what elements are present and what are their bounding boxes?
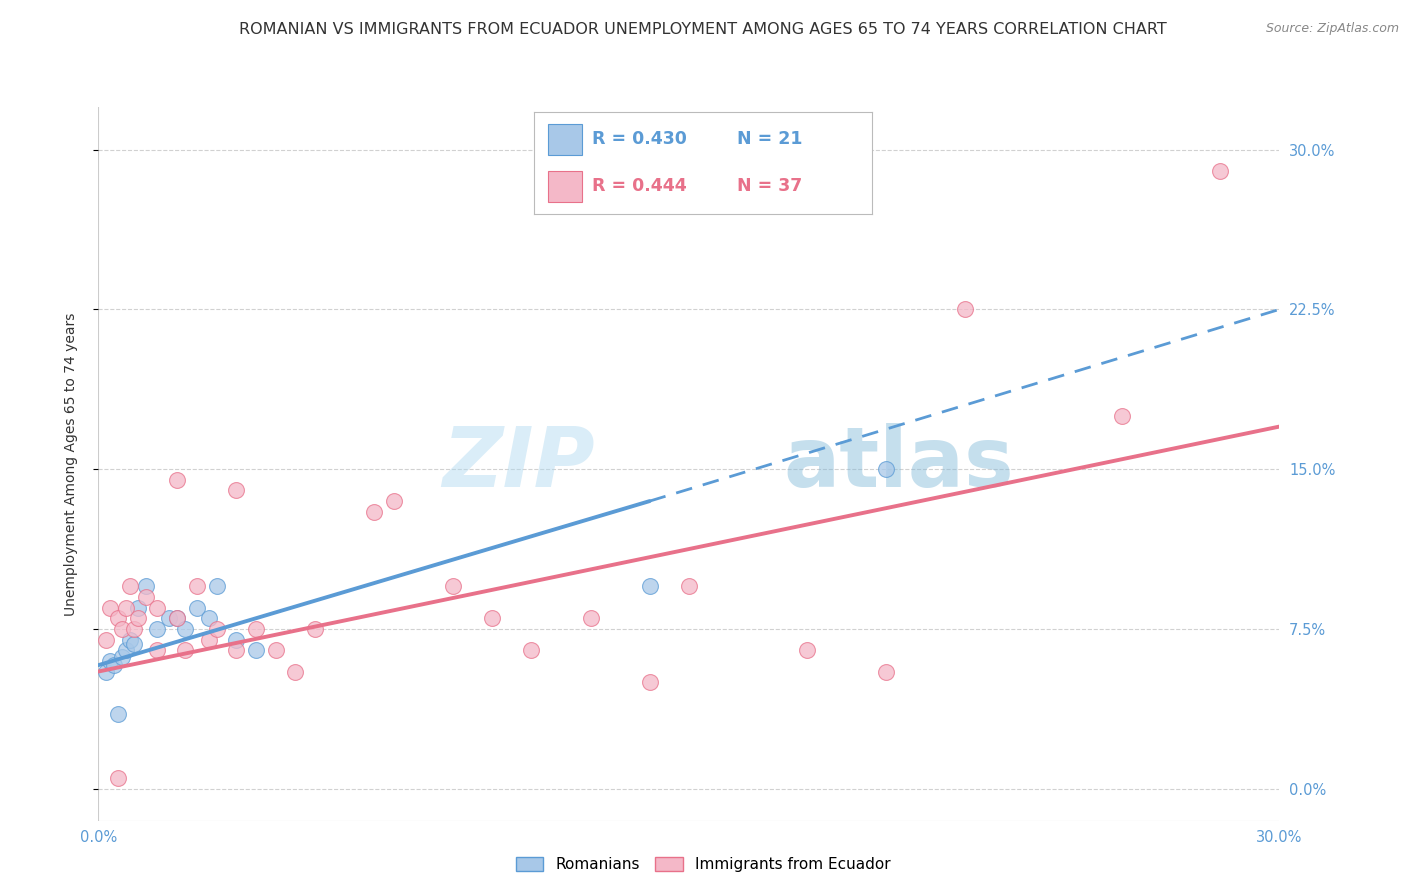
Point bbox=[103, 658, 125, 673]
Point bbox=[166, 611, 188, 625]
Text: N = 21: N = 21 bbox=[737, 130, 803, 148]
Point bbox=[481, 611, 503, 625]
Point bbox=[382, 494, 405, 508]
Point bbox=[98, 654, 121, 668]
Point bbox=[96, 632, 118, 647]
Point bbox=[304, 622, 326, 636]
Point bbox=[146, 600, 169, 615]
Point bbox=[96, 665, 118, 679]
Point bbox=[205, 579, 228, 593]
Point bbox=[107, 707, 129, 722]
FancyBboxPatch shape bbox=[548, 171, 582, 202]
Point bbox=[135, 590, 157, 604]
Point bbox=[107, 611, 129, 625]
Point bbox=[146, 643, 169, 657]
Point bbox=[197, 632, 219, 647]
Point bbox=[186, 579, 208, 593]
Text: Source: ZipAtlas.com: Source: ZipAtlas.com bbox=[1265, 22, 1399, 36]
Point bbox=[225, 643, 247, 657]
Point bbox=[875, 462, 897, 476]
Point bbox=[115, 643, 138, 657]
Text: ZIP: ZIP bbox=[441, 424, 595, 504]
Point bbox=[678, 579, 700, 593]
Point bbox=[284, 665, 307, 679]
Point bbox=[205, 622, 228, 636]
Text: atlas: atlas bbox=[783, 424, 1014, 504]
Point bbox=[245, 622, 267, 636]
Point bbox=[122, 637, 145, 651]
Point bbox=[579, 611, 602, 625]
Point bbox=[98, 600, 121, 615]
Text: ROMANIAN VS IMMIGRANTS FROM ECUADOR UNEMPLOYMENT AMONG AGES 65 TO 74 YEARS CORRE: ROMANIAN VS IMMIGRANTS FROM ECUADOR UNEM… bbox=[239, 22, 1167, 37]
Point bbox=[174, 643, 197, 657]
Point bbox=[1209, 164, 1232, 178]
Point bbox=[225, 632, 247, 647]
Point bbox=[146, 622, 169, 636]
Legend: Romanians, Immigrants from Ecuador: Romanians, Immigrants from Ecuador bbox=[508, 849, 898, 880]
Point bbox=[118, 579, 141, 593]
Point bbox=[520, 643, 543, 657]
Point bbox=[111, 649, 134, 664]
Point bbox=[107, 771, 129, 785]
Text: R = 0.430: R = 0.430 bbox=[592, 130, 686, 148]
Point bbox=[118, 632, 141, 647]
Point bbox=[166, 473, 188, 487]
Point bbox=[441, 579, 464, 593]
Point bbox=[875, 665, 897, 679]
Point bbox=[245, 643, 267, 657]
Point bbox=[638, 675, 661, 690]
Point bbox=[135, 579, 157, 593]
Point bbox=[264, 643, 287, 657]
Point bbox=[111, 622, 134, 636]
Text: R = 0.444: R = 0.444 bbox=[592, 178, 686, 195]
Y-axis label: Unemployment Among Ages 65 to 74 years: Unemployment Among Ages 65 to 74 years bbox=[63, 312, 77, 615]
Point bbox=[638, 579, 661, 593]
Point bbox=[122, 622, 145, 636]
Point bbox=[363, 505, 385, 519]
Point bbox=[127, 611, 149, 625]
Point bbox=[225, 483, 247, 498]
Point bbox=[166, 611, 188, 625]
Point bbox=[1111, 409, 1133, 423]
Point bbox=[115, 600, 138, 615]
Point bbox=[796, 643, 818, 657]
Point bbox=[953, 302, 976, 317]
Point bbox=[186, 600, 208, 615]
Point bbox=[127, 600, 149, 615]
FancyBboxPatch shape bbox=[548, 124, 582, 154]
Point bbox=[174, 622, 197, 636]
Point bbox=[157, 611, 180, 625]
Text: N = 37: N = 37 bbox=[737, 178, 801, 195]
Point bbox=[197, 611, 219, 625]
